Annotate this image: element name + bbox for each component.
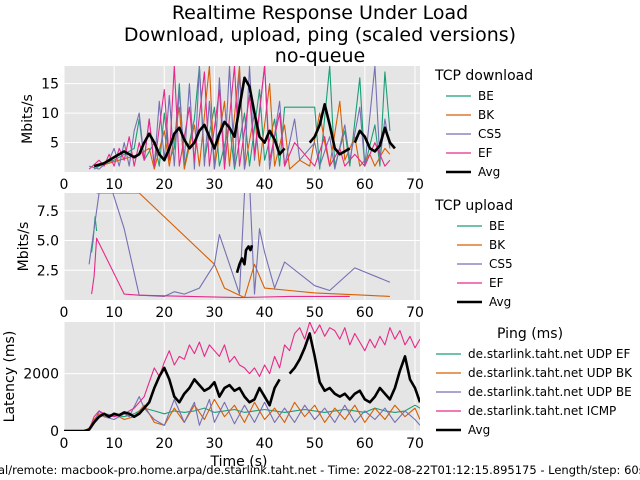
footer-info: al/remote: macbook-pro.home.arpa/de.star…	[0, 463, 640, 477]
legend-entry-de-starlink-taht-net-icmp: de.starlink.taht.net ICMP	[468, 404, 616, 418]
figure-title-line-2: Download, upload, ping (scaled versions)	[124, 24, 516, 46]
x-tick-label: 30	[206, 436, 224, 452]
x-tick-label: 10	[105, 305, 123, 321]
x-tick-label: 60	[356, 436, 374, 452]
y-tick-label: 0	[50, 424, 59, 440]
y-tick-label: 15	[41, 77, 59, 93]
legend-title: TCP download	[434, 68, 533, 84]
series-group	[64, 322, 420, 431]
y-tick-label: 10	[41, 106, 59, 122]
legend-entry-cs5: CS5	[489, 257, 513, 271]
x-tick-label: 40	[256, 436, 274, 452]
x-tick-label: 60	[356, 305, 374, 321]
legend-title: Ping (ms)	[497, 326, 563, 342]
figure-title-line-1: Realtime Response Under Load	[172, 2, 468, 24]
series-line-be	[93, 66, 391, 170]
series-line-ef	[88, 66, 391, 170]
legend-entry-bk: BK	[478, 108, 495, 122]
series-group	[88, 66, 396, 170]
legend-entry-be: BE	[478, 89, 494, 103]
legend-entry-cs5: CS5	[478, 127, 502, 141]
x-tick-label: 70	[406, 305, 424, 321]
series-line-avg	[235, 244, 254, 274]
legend-entry-ef: EF	[489, 276, 504, 290]
y-tick-label: 5	[50, 136, 59, 152]
x-axis-label: Time (s)	[210, 454, 268, 470]
series-line-avg	[353, 126, 396, 153]
series-group	[88, 193, 391, 299]
series-line-avg	[93, 76, 286, 168]
legend-entry-de-starlink-taht-net-udp-be: de.starlink.taht.net UDP BE	[468, 385, 632, 399]
legend-title: TCP upload	[434, 198, 513, 214]
x-tick-label: 10	[105, 177, 123, 193]
x-tick-label: 0	[60, 436, 69, 452]
series-line-cs5	[88, 66, 391, 170]
legend-entry-be: BE	[489, 219, 505, 233]
series-line-de-starlink-taht-net-icmp	[64, 322, 420, 431]
series-line-cs5	[88, 193, 391, 297]
x-tick-label: 50	[306, 436, 324, 452]
x-tick-label: 70	[406, 436, 424, 452]
x-tick-label: 10	[105, 436, 123, 452]
y-tick-label: 2.5	[37, 263, 59, 279]
x-tick-label: 30	[206, 177, 224, 193]
y-tick-label: 5.0	[37, 234, 59, 250]
x-tick-label: 0	[60, 177, 69, 193]
y-axis-label: Mbits/s	[16, 222, 32, 272]
y-axis-label: Mbits/s	[20, 94, 36, 144]
x-tick-label: 0	[60, 305, 69, 321]
x-tick-label: 40	[256, 305, 274, 321]
x-tick-label: 50	[306, 305, 324, 321]
legend-entry-avg: Avg	[489, 295, 511, 309]
x-tick-label: 20	[155, 177, 173, 193]
tcp-upload-chart: 0 10 20 30 40 50 60 70 2.5 5.0 7.5 Mbits/s TCP uploa…	[16, 193, 513, 321]
tcp-download-chart: 0 10 20 30 40 50 60 70 5 10 15 Mbits/s TCP download B…	[20, 66, 533, 193]
legend-entry-avg: Avg	[478, 165, 500, 179]
legend-entry-bk: BK	[489, 238, 506, 252]
y-tick-label: 2000	[23, 367, 59, 383]
y-axis-label: Latency (ms)	[2, 331, 18, 423]
x-tick-label: 50	[306, 177, 324, 193]
x-tick-label: 30	[206, 305, 224, 321]
series-line-bk	[96, 193, 390, 299]
figure-title-line-3: no-queue	[275, 45, 365, 67]
legend-entry-ef: EF	[478, 146, 493, 160]
series-line-ef	[91, 237, 350, 299]
x-tick-label: 20	[155, 305, 173, 321]
series-line-de-starlink-taht-net-udp-be	[64, 396, 420, 431]
legend-entry-de-starlink-taht-net-udp-bk: de.starlink.taht.net UDP BK	[468, 366, 633, 380]
x-tick-label: 20	[155, 436, 173, 452]
y-tick-label: 7.5	[37, 204, 59, 220]
series-line-avg	[288, 332, 420, 404]
series-line-avg	[64, 366, 281, 431]
ping-latency-chart: 0 10 20 30 40 50 60 70 0 2000 Latency (ms) Time (s)…	[2, 322, 633, 470]
legend-entry-avg: Avg	[468, 423, 490, 437]
x-tick-label: 40	[256, 177, 274, 193]
x-tick-label: 60	[356, 177, 374, 193]
series-line-avg	[308, 103, 351, 156]
legend-entry-de-starlink-taht-net-udp-ef: de.starlink.taht.net UDP EF	[468, 347, 630, 361]
x-tick-label: 70	[406, 177, 424, 193]
